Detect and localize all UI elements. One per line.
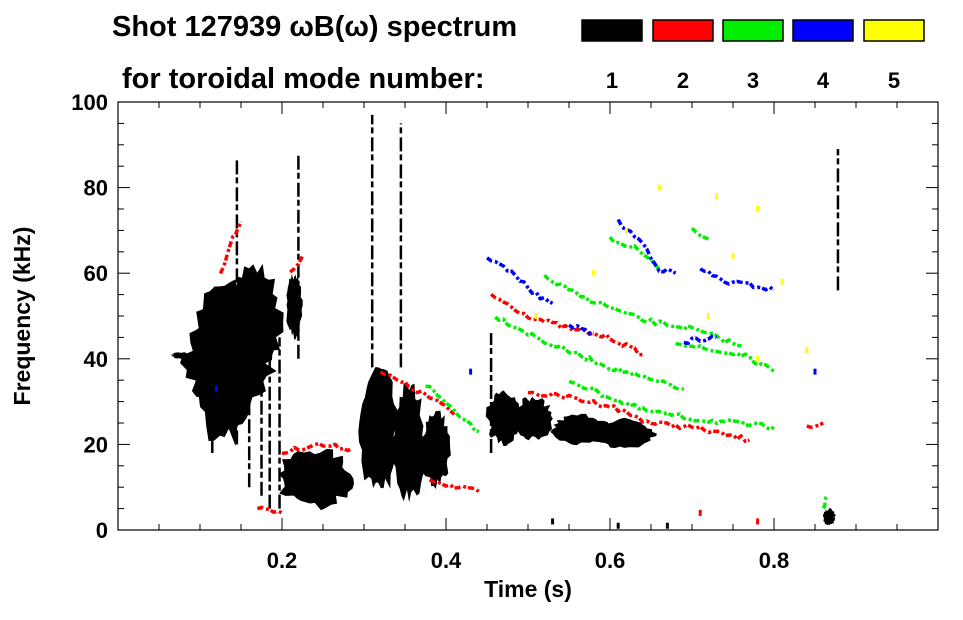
spectral-dot-mode-1 (551, 518, 555, 525)
spectral-dot-mode-5 (657, 184, 661, 191)
spectral-dot-mode-5 (534, 313, 538, 319)
spectral-blob-mode-1 (391, 382, 425, 503)
y-axis-label: Frequency (kHz) (9, 227, 35, 406)
spectral-dot-mode-5 (780, 278, 784, 285)
spectral-ridge-mode-4 (699, 267, 776, 292)
spectral-ridge-mode-2 (489, 292, 643, 357)
x-tick-label: 0.2 (267, 548, 298, 573)
spectral-dot-mode-5 (592, 270, 596, 277)
spectral-dot-mode-2 (756, 518, 760, 525)
axes: 0.2 0.4 0.6 0.8 0 20 40 60 80 100 (71, 90, 938, 573)
x-tick-label: 0.4 (431, 548, 462, 573)
legend-label-mode-1: 1 (606, 68, 618, 93)
spectral-dot-mode-5 (706, 313, 710, 319)
spectral-blob-mode-1 (485, 390, 521, 446)
spectral-blob-mode-1 (286, 274, 303, 340)
spectral-dot-mode-4 (813, 368, 817, 375)
spectral-ridge-mode-4 (568, 323, 594, 335)
spectrum-marks (170, 114, 840, 529)
spectral-ridge-mode-3 (568, 379, 775, 431)
spectral-ridge-mode-2 (218, 221, 243, 275)
spectral-ridge-mode-2 (256, 505, 283, 515)
spectral-dot-mode-1 (665, 522, 669, 529)
y-tick-label: 100 (71, 90, 108, 115)
x-axis-label: Time (s) (484, 576, 572, 602)
x-tick-label: 0.6 (595, 548, 626, 573)
chart-subtitle: for toroidal mode number: (122, 63, 485, 95)
spectral-ridge-mode-3 (425, 384, 480, 434)
legend-swatch-mode-5 (863, 19, 925, 42)
spectral-ridge-mode-4 (683, 334, 718, 346)
spectral-dot-mode-4 (469, 368, 473, 375)
spectral-dot-mode-5 (715, 193, 719, 200)
y-tick-label: 20 (84, 432, 108, 457)
legend: 1 2 3 4 5 (581, 19, 925, 93)
legend-label-mode-4: 4 (817, 68, 830, 93)
spectral-dot-mode-1 (616, 522, 620, 529)
spectral-ridge-mode-3 (494, 315, 685, 392)
y-tick-label: 60 (84, 261, 108, 286)
spectral-blob-mode-1 (170, 352, 193, 359)
legend-label-mode-5: 5 (888, 68, 900, 93)
legend-label-mode-2: 2 (677, 68, 689, 93)
spectral-ridge-mode-2 (379, 370, 456, 416)
spectral-dot-mode-5 (756, 206, 760, 212)
legend-swatch-mode-4 (792, 19, 854, 42)
spectral-ridge-mode-3 (608, 236, 661, 271)
chart-title: Shot 127939 ωB(ω) spectrum (112, 11, 517, 43)
spectral-blob-mode-1 (513, 396, 553, 441)
spectral-dot-mode-5 (624, 227, 628, 234)
x-tick-label: 0.8 (759, 548, 790, 573)
spectral-dot-mode-5 (756, 355, 760, 362)
y-tick-label: 40 (84, 347, 108, 372)
spectral-blob-mode-1 (823, 508, 836, 526)
y-tick-label: 0 (96, 518, 108, 543)
y-tick-label: 80 (84, 176, 108, 201)
spectral-ridge-mode-3 (543, 273, 742, 348)
spectral-ridge-mode-2 (428, 478, 480, 493)
spectral-blob-mode-1 (358, 367, 399, 489)
legend-swatch-mode-1 (581, 19, 643, 42)
spectral-dot-mode-5 (731, 253, 735, 260)
spectral-ridge-mode-2 (289, 255, 305, 274)
legend-swatch-mode-2 (652, 19, 714, 42)
spectral-dot-mode-2 (698, 509, 702, 516)
spectral-ridge-mode-3 (675, 341, 776, 373)
spectral-dot-mode-4 (214, 385, 218, 392)
spectral-blob-mode-1 (592, 417, 657, 449)
spectral-dot-mode-5 (805, 347, 809, 354)
spectral-ridge-mode-4 (485, 256, 554, 305)
spectral-ridge-mode-2 (806, 421, 824, 430)
spectral-blob-mode-1 (278, 448, 354, 511)
legend-swatch-mode-3 (722, 19, 784, 42)
spectral-blob-mode-1 (421, 410, 451, 489)
legend-label-mode-3: 3 (747, 68, 759, 93)
spectral-ridge-mode-3 (821, 494, 829, 510)
spectral-ridge-mode-3 (690, 226, 710, 241)
spectral-ridge-mode-2 (281, 441, 353, 456)
